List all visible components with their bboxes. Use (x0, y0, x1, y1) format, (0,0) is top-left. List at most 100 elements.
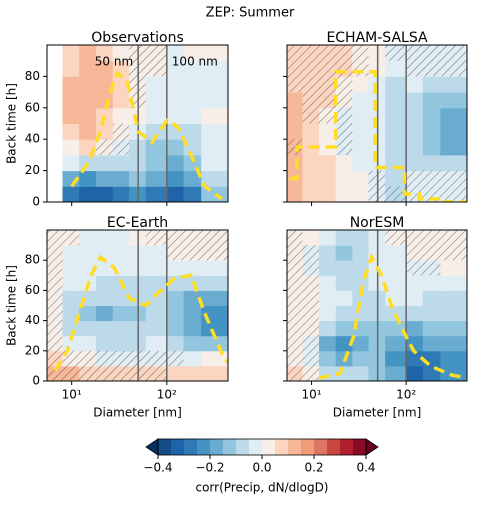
hatch-cell (287, 305, 303, 321)
heat-cell (422, 92, 441, 109)
hatch-cell (287, 350, 303, 366)
heat-cell (145, 76, 168, 93)
heat-cell (62, 275, 80, 291)
heat-cell (79, 154, 97, 172)
hatch-cell (112, 123, 129, 140)
colorbar-tick-label: 0.0 (252, 461, 271, 475)
heat-cell (95, 92, 114, 109)
heat-cell (422, 107, 441, 124)
heat-cell (183, 320, 202, 337)
plot-area (47, 230, 228, 381)
heat-cell (62, 186, 80, 202)
hatch-cell (440, 45, 467, 61)
heat-cell (352, 305, 370, 322)
heat-cell (440, 335, 467, 352)
heat-cell (112, 45, 130, 62)
heat-cell (79, 335, 97, 352)
heat-cell (95, 76, 114, 93)
hatch-cell (385, 186, 407, 202)
colorbar-tick-label: −0.2 (195, 461, 224, 475)
heat-cell (79, 186, 97, 202)
heat-cell (145, 275, 168, 291)
hatch-cell (422, 245, 441, 261)
heat-cell (112, 76, 130, 93)
heat-cell (201, 76, 228, 93)
heat-cell (145, 92, 168, 109)
colorbar-tick-label: 0.2 (304, 461, 323, 475)
hatch-cell (422, 45, 441, 61)
heat-cell (166, 45, 185, 62)
heat-cell (79, 230, 97, 246)
colorbar-segment (223, 439, 237, 455)
hatch-cell (112, 350, 129, 366)
heat-cell (79, 123, 97, 140)
y-tick-label: 80 (25, 69, 40, 83)
colorbar-segment (327, 439, 341, 455)
hatch-cell (319, 76, 336, 93)
colorbar-segment (210, 439, 224, 455)
heat-cell (95, 335, 114, 352)
hatch-cell (145, 350, 167, 366)
hatch-cell (302, 92, 320, 108)
heat-cell (62, 92, 80, 109)
heat-cell (79, 305, 97, 322)
hatch-cell (440, 170, 467, 187)
hatch-cell (406, 60, 423, 77)
colorbar-segment (236, 439, 250, 455)
heat-cell (440, 139, 467, 156)
heat-cell (112, 170, 130, 187)
heat-cell (406, 154, 424, 172)
heat-cell (287, 123, 303, 140)
heat-cell (319, 320, 337, 337)
colorbar-segment (197, 439, 211, 455)
colorbar-segment (158, 439, 172, 455)
hatch-cell (95, 350, 113, 366)
hatch-cell (406, 170, 423, 187)
heat-cell (335, 290, 353, 306)
hatch-cell (302, 350, 320, 366)
heat-cell (166, 107, 185, 124)
y-tick-label: 40 (25, 313, 40, 327)
line (70, 70, 223, 201)
heat-cell (406, 320, 424, 337)
frame (46, 229, 229, 382)
heat-cell (352, 76, 370, 93)
hatch-cell (302, 275, 320, 291)
heat-cell (183, 45, 202, 62)
colorbar-segment (340, 439, 354, 455)
heat-cell (385, 290, 407, 306)
heat-cell (201, 335, 228, 352)
hatch-cell (62, 230, 80, 246)
heat-cell (95, 170, 114, 187)
hatch-cell (385, 230, 407, 246)
heat-cell (112, 335, 130, 352)
heat-cell (406, 139, 424, 156)
heat-cell (62, 139, 80, 156)
heat-cell (145, 170, 168, 187)
hatch-cell (112, 139, 129, 155)
heat-cell (79, 107, 97, 124)
heat-cell (319, 305, 337, 322)
hatch-cell (287, 245, 303, 261)
hatch-cell (201, 230, 228, 246)
x-tick-label: 10¹ (302, 388, 322, 402)
heat-cell (440, 76, 467, 93)
heat-cell (79, 60, 97, 77)
hatch-cell (47, 305, 63, 321)
heat-cell (352, 107, 370, 124)
hatch-cell (183, 230, 202, 246)
heat-cell (183, 107, 202, 124)
heat-cell (422, 335, 441, 352)
heat-cell (62, 320, 80, 337)
heat-cell (335, 170, 353, 187)
heat-cell (385, 107, 407, 124)
colorbar-tick-label: −0.4 (143, 461, 172, 475)
hatch-cell (79, 365, 96, 381)
heat-cell (166, 305, 185, 322)
hatch-cell (335, 92, 353, 108)
x-axis-label: Diameter [nm] (333, 406, 422, 420)
heat-cell (145, 245, 168, 261)
heat-cell (406, 76, 424, 93)
heat-cell (145, 139, 168, 156)
heat-cell (95, 320, 114, 337)
